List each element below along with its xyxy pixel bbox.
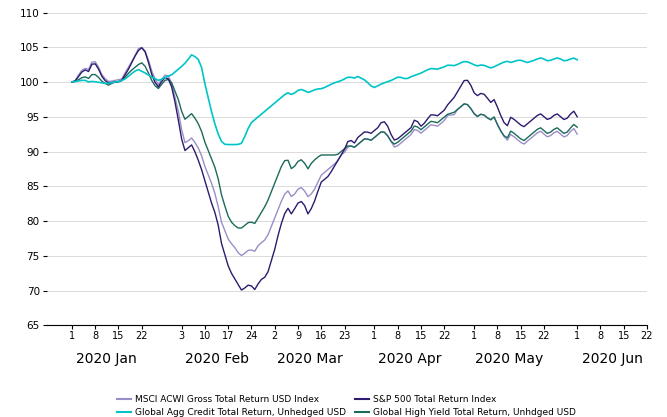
Legend: MSCI ACWI Gross Total Return USD Index, Global Agg Credit Total Return, Unhedged: MSCI ACWI Gross Total Return USD Index, … <box>113 391 580 417</box>
